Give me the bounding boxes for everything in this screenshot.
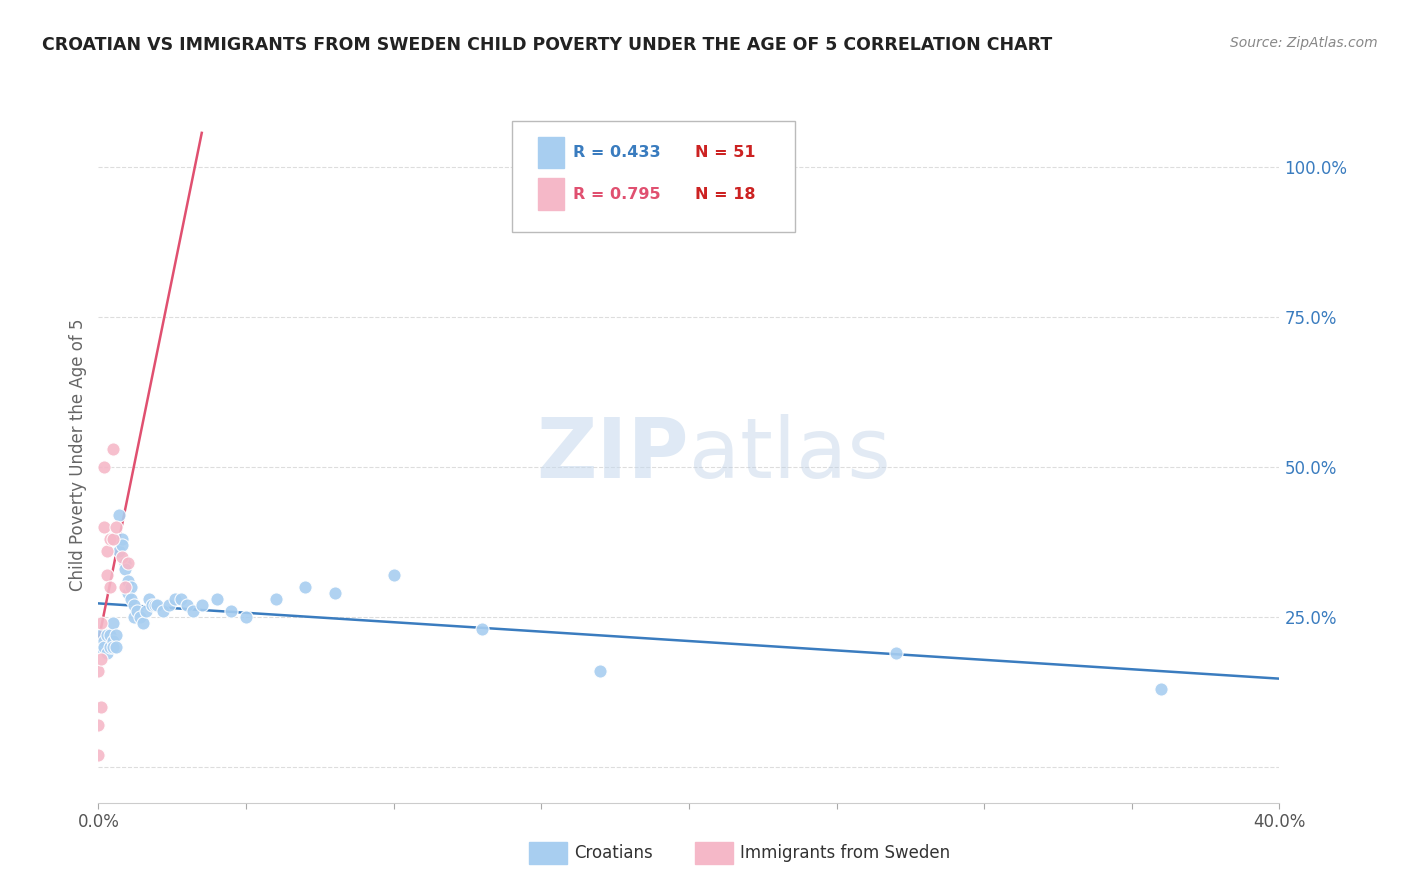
Point bbox=[382, 567, 405, 582]
Point bbox=[87, 664, 110, 678]
Point bbox=[165, 591, 187, 606]
FancyBboxPatch shape bbox=[512, 121, 796, 232]
FancyBboxPatch shape bbox=[537, 178, 564, 210]
Point bbox=[323, 586, 346, 600]
Point bbox=[138, 591, 160, 606]
Point bbox=[105, 640, 128, 654]
Point bbox=[294, 580, 316, 594]
Point bbox=[114, 580, 136, 594]
Point bbox=[98, 580, 121, 594]
Point bbox=[98, 640, 121, 654]
Point bbox=[103, 633, 125, 648]
Point bbox=[125, 604, 148, 618]
Point bbox=[93, 459, 115, 474]
Point bbox=[884, 646, 907, 660]
Point bbox=[122, 610, 145, 624]
Text: atlas: atlas bbox=[689, 415, 890, 495]
Point bbox=[111, 549, 134, 564]
Point bbox=[111, 532, 134, 546]
Text: R = 0.433: R = 0.433 bbox=[574, 145, 661, 160]
Point bbox=[93, 633, 115, 648]
Point bbox=[157, 598, 180, 612]
Point bbox=[108, 508, 131, 522]
Point bbox=[264, 591, 287, 606]
Point bbox=[170, 591, 193, 606]
Point bbox=[90, 652, 112, 666]
Point bbox=[135, 604, 157, 618]
Point bbox=[114, 556, 136, 570]
Point bbox=[90, 628, 112, 642]
Point bbox=[93, 640, 115, 654]
Point bbox=[98, 628, 121, 642]
Point bbox=[87, 718, 110, 732]
Point bbox=[105, 520, 128, 534]
Point bbox=[235, 610, 257, 624]
Point bbox=[103, 640, 125, 654]
Point bbox=[181, 604, 204, 618]
Point bbox=[93, 520, 115, 534]
Point bbox=[90, 640, 112, 654]
FancyBboxPatch shape bbox=[695, 842, 733, 864]
Point bbox=[96, 628, 118, 642]
Point bbox=[96, 544, 118, 558]
Text: N = 51: N = 51 bbox=[695, 145, 755, 160]
Point bbox=[122, 598, 145, 612]
Point bbox=[117, 574, 139, 588]
Point bbox=[141, 598, 163, 612]
Point bbox=[114, 562, 136, 576]
Point bbox=[108, 544, 131, 558]
Point bbox=[146, 598, 169, 612]
Point bbox=[96, 646, 118, 660]
Point bbox=[90, 699, 112, 714]
FancyBboxPatch shape bbox=[530, 842, 567, 864]
Point bbox=[589, 664, 612, 678]
FancyBboxPatch shape bbox=[537, 136, 564, 168]
Text: Immigrants from Sweden: Immigrants from Sweden bbox=[740, 844, 950, 862]
Point bbox=[152, 604, 174, 618]
Point bbox=[1150, 681, 1173, 696]
Point bbox=[103, 442, 125, 456]
Point bbox=[103, 615, 125, 630]
Point bbox=[205, 591, 228, 606]
Text: Croatians: Croatians bbox=[575, 844, 654, 862]
Point bbox=[120, 580, 142, 594]
Point bbox=[221, 604, 243, 618]
Point bbox=[117, 586, 139, 600]
Point bbox=[471, 622, 494, 636]
Point bbox=[132, 615, 155, 630]
Text: CROATIAN VS IMMIGRANTS FROM SWEDEN CHILD POVERTY UNDER THE AGE OF 5 CORRELATION : CROATIAN VS IMMIGRANTS FROM SWEDEN CHILD… bbox=[42, 36, 1053, 54]
Point bbox=[128, 610, 150, 624]
Point bbox=[90, 615, 112, 630]
Y-axis label: Child Poverty Under the Age of 5: Child Poverty Under the Age of 5 bbox=[69, 318, 87, 591]
Point bbox=[111, 538, 134, 552]
Point bbox=[103, 532, 125, 546]
Point bbox=[96, 567, 118, 582]
Point bbox=[117, 556, 139, 570]
Text: R = 0.795: R = 0.795 bbox=[574, 186, 661, 202]
Text: ZIP: ZIP bbox=[537, 415, 689, 495]
Point bbox=[105, 628, 128, 642]
Point bbox=[120, 591, 142, 606]
Point bbox=[98, 532, 121, 546]
Text: N = 18: N = 18 bbox=[695, 186, 755, 202]
Point bbox=[87, 747, 110, 762]
Point bbox=[191, 598, 214, 612]
Point bbox=[176, 598, 198, 612]
Point bbox=[143, 598, 166, 612]
Text: Source: ZipAtlas.com: Source: ZipAtlas.com bbox=[1230, 36, 1378, 50]
